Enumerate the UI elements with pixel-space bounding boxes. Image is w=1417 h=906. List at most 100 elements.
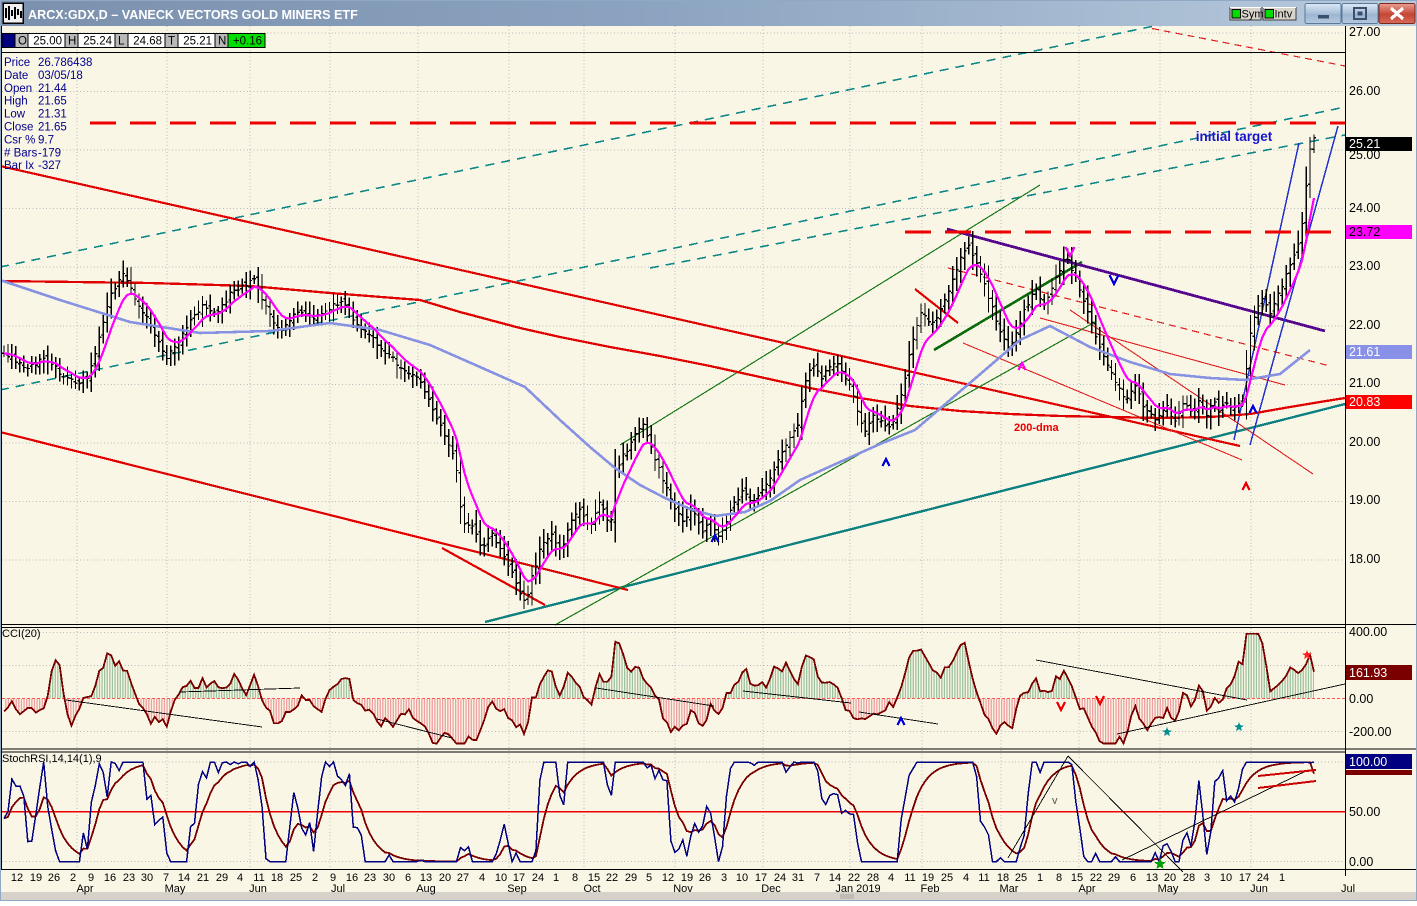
- svg-text:9: 9: [88, 872, 94, 884]
- svg-text:21.65: 21.65: [38, 96, 67, 108]
- svg-text:23.72: 23.72: [1349, 225, 1380, 239]
- svg-text:21.00: 21.00: [1349, 376, 1380, 390]
- svg-text:0.00: 0.00: [1349, 692, 1373, 706]
- svg-text:N: N: [218, 36, 226, 48]
- svg-text:4: 4: [237, 872, 243, 884]
- svg-text:10: 10: [495, 872, 507, 884]
- svg-text:Jul: Jul: [1341, 883, 1355, 895]
- svg-text:18: 18: [271, 872, 283, 884]
- svg-text:22.00: 22.00: [1349, 318, 1380, 332]
- svg-text:200-dma: 200-dma: [1014, 422, 1060, 434]
- svg-text:7: 7: [814, 872, 820, 884]
- svg-text:Oct: Oct: [583, 883, 600, 895]
- svg-text:27.00: 27.00: [1349, 25, 1380, 39]
- svg-text:24.68: 24.68: [133, 36, 162, 48]
- svg-text:9: 9: [330, 872, 336, 884]
- svg-text:8: 8: [572, 872, 578, 884]
- svg-text:3: 3: [1204, 872, 1210, 884]
- svg-text:4: 4: [888, 872, 894, 884]
- svg-text:03/05/18: 03/05/18: [38, 70, 83, 82]
- svg-text:-179: -179: [38, 147, 61, 159]
- svg-text:19: 19: [922, 872, 934, 884]
- svg-text:Close: Close: [4, 122, 33, 134]
- svg-text:Nov: Nov: [673, 883, 693, 895]
- svg-text:23.00: 23.00: [1349, 259, 1380, 273]
- svg-text:50.00: 50.00: [1349, 805, 1380, 819]
- svg-text:14: 14: [178, 872, 190, 884]
- svg-text:7: 7: [163, 872, 169, 884]
- svg-text:21.44: 21.44: [38, 83, 67, 95]
- svg-text:21.65: 21.65: [38, 122, 67, 134]
- svg-text:Aug: Aug: [416, 883, 436, 895]
- svg-text:19: 19: [681, 872, 693, 884]
- svg-text:4: 4: [479, 872, 485, 884]
- svg-text:17: 17: [1239, 872, 1251, 884]
- svg-text:Mar: Mar: [1000, 883, 1019, 895]
- svg-text:Low: Low: [4, 109, 26, 121]
- svg-text:Bar Ix: Bar Ix: [4, 160, 34, 172]
- svg-text:9.7: 9.7: [38, 134, 54, 146]
- svg-text:Price: Price: [4, 57, 30, 69]
- svg-text:11: 11: [253, 872, 264, 884]
- svg-text:Sep: Sep: [507, 883, 527, 895]
- svg-text:L: L: [118, 36, 125, 48]
- svg-text:19.00: 19.00: [1349, 493, 1380, 507]
- svg-text:25: 25: [290, 872, 302, 884]
- svg-text:Apr: Apr: [76, 883, 93, 895]
- svg-text:25.00: 25.00: [33, 36, 62, 48]
- svg-text:May: May: [165, 883, 186, 895]
- svg-text:10: 10: [736, 872, 748, 884]
- svg-text:26.00: 26.00: [1349, 84, 1380, 98]
- svg-text:+0.16: +0.16: [233, 36, 262, 48]
- svg-text:10: 10: [1220, 872, 1232, 884]
- svg-text:25: 25: [941, 872, 953, 884]
- svg-text:25: 25: [1015, 872, 1027, 884]
- svg-text:19: 19: [30, 872, 42, 884]
- svg-text:24: 24: [1257, 872, 1269, 884]
- svg-text:StochRSI,14,14(1),9: StochRSI,14,14(1),9: [2, 753, 102, 765]
- svg-text:3: 3: [721, 872, 727, 884]
- svg-text:17: 17: [513, 872, 525, 884]
- svg-text:12: 12: [662, 872, 674, 884]
- svg-text:Csr %: Csr %: [4, 134, 35, 146]
- svg-text:initial target: initial target: [1196, 129, 1273, 144]
- svg-text:17: 17: [755, 872, 767, 884]
- svg-text:13: 13: [1146, 872, 1158, 884]
- svg-text:23: 23: [364, 872, 376, 884]
- svg-text:8: 8: [1056, 872, 1062, 884]
- svg-text:O: O: [18, 36, 27, 48]
- svg-text:16: 16: [346, 872, 358, 884]
- svg-text:4: 4: [963, 872, 969, 884]
- svg-text:-200.00: -200.00: [1349, 725, 1391, 739]
- svg-text:22: 22: [1090, 872, 1102, 884]
- svg-text:28: 28: [867, 872, 879, 884]
- svg-text:15: 15: [588, 872, 600, 884]
- svg-text:22: 22: [606, 872, 618, 884]
- svg-text:2: 2: [70, 872, 76, 884]
- svg-text:29: 29: [625, 872, 637, 884]
- svg-text:21: 21: [197, 872, 209, 884]
- svg-text:28: 28: [1183, 872, 1195, 884]
- svg-text:21.61: 21.61: [1349, 345, 1380, 359]
- svg-text:24: 24: [774, 872, 786, 884]
- svg-text:20: 20: [439, 872, 451, 884]
- svg-text:25.21: 25.21: [1349, 137, 1380, 151]
- svg-text:22: 22: [848, 872, 860, 884]
- svg-text:20.83: 20.83: [1349, 395, 1380, 409]
- svg-text:13: 13: [420, 872, 432, 884]
- svg-text:25.24: 25.24: [83, 36, 112, 48]
- svg-text:30: 30: [141, 872, 153, 884]
- svg-text:2: 2: [312, 872, 318, 884]
- svg-text:31: 31: [792, 872, 804, 884]
- svg-text:Open: Open: [4, 83, 32, 95]
- svg-text:18: 18: [997, 872, 1009, 884]
- svg-text:Dec: Dec: [761, 883, 781, 895]
- svg-text:ARCX:GDX,D – VANECK VECTORS GO: ARCX:GDX,D – VANECK VECTORS GOLD MINERS …: [28, 8, 358, 22]
- svg-text:20.00: 20.00: [1349, 435, 1380, 449]
- svg-text:25.21: 25.21: [183, 36, 212, 48]
- svg-text:H: H: [68, 36, 76, 48]
- svg-text:Jun: Jun: [249, 883, 267, 895]
- svg-text:400.00: 400.00: [1349, 625, 1387, 639]
- svg-text:20: 20: [1164, 872, 1176, 884]
- svg-text:18.00: 18.00: [1349, 552, 1380, 566]
